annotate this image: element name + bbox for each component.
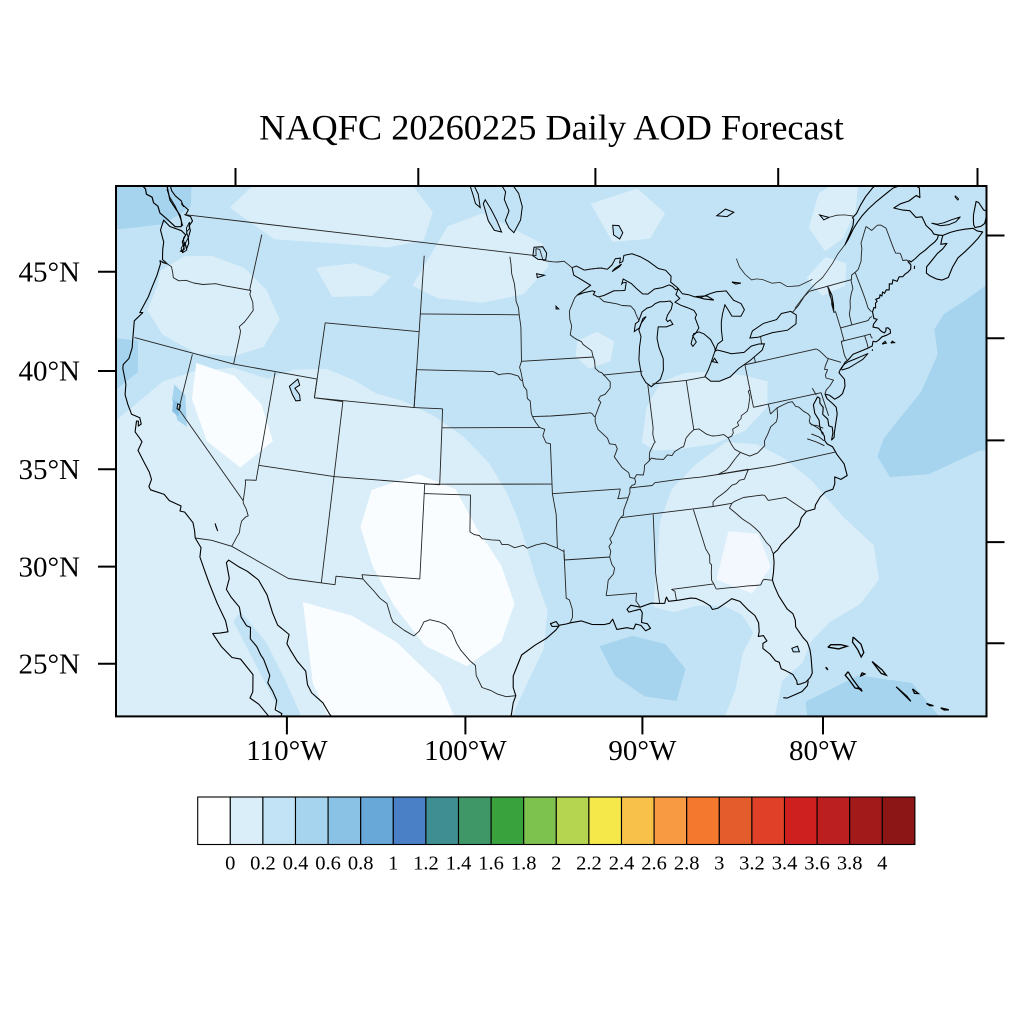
svg-text:3.4: 3.4: [772, 853, 798, 875]
svg-text:45°N: 45°N: [18, 257, 80, 289]
svg-text:4: 4: [877, 853, 887, 875]
svg-text:0.4: 0.4: [283, 853, 309, 875]
svg-text:0: 0: [225, 853, 235, 875]
svg-text:2.6: 2.6: [641, 853, 667, 875]
svg-text:90°W: 90°W: [608, 735, 677, 767]
svg-text:25°N: 25°N: [18, 649, 80, 681]
svg-text:0.6: 0.6: [315, 853, 341, 875]
svg-text:NAQFC 20260225 Daily AOD Forec: NAQFC 20260225 Daily AOD Forecast: [259, 108, 844, 148]
svg-text:3.2: 3.2: [739, 853, 765, 875]
svg-text:1.2: 1.2: [413, 853, 439, 875]
svg-text:0.2: 0.2: [250, 853, 276, 875]
svg-text:100°W: 100°W: [424, 735, 507, 767]
svg-text:1.6: 1.6: [478, 853, 504, 875]
svg-text:30°N: 30°N: [18, 551, 80, 583]
svg-text:35°N: 35°N: [18, 454, 80, 486]
svg-text:0.8: 0.8: [348, 853, 374, 875]
svg-text:110°W: 110°W: [246, 735, 328, 767]
svg-text:1.4: 1.4: [446, 853, 472, 875]
svg-text:80°W: 80°W: [789, 735, 858, 767]
svg-text:2.4: 2.4: [609, 853, 635, 875]
svg-text:3: 3: [714, 853, 724, 875]
svg-text:1.8: 1.8: [511, 853, 537, 875]
svg-text:3.6: 3.6: [804, 853, 830, 875]
svg-text:2.8: 2.8: [674, 853, 700, 875]
svg-text:3.8: 3.8: [837, 853, 863, 875]
svg-text:2: 2: [551, 853, 561, 875]
svg-text:1: 1: [388, 853, 398, 875]
svg-text:2.2: 2.2: [576, 853, 602, 875]
svg-text:40°N: 40°N: [18, 356, 80, 388]
